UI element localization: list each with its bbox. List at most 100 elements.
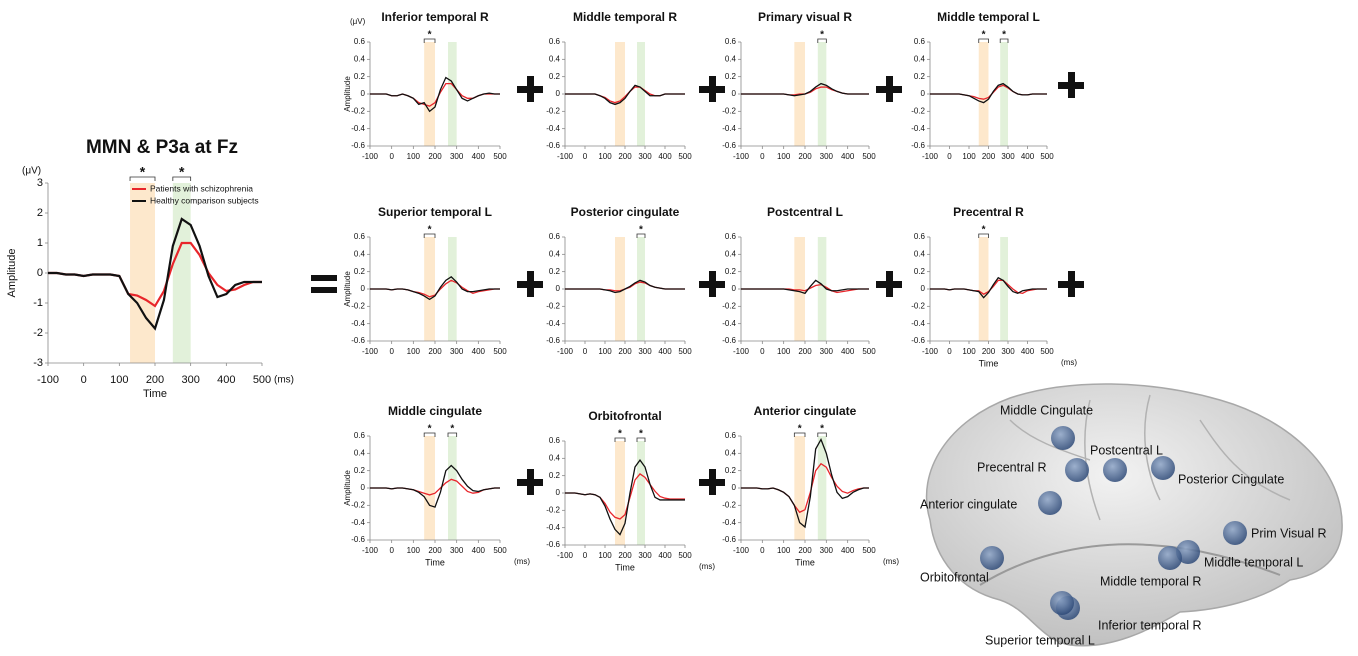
region-label: Orbitofrontal <box>920 570 989 584</box>
y-tick-label: -0.6 <box>911 141 925 150</box>
legend-label: Healthy comparison subjects <box>150 195 259 205</box>
y-tick-label: 0.4 <box>725 54 737 63</box>
y-tick-label: 0.6 <box>354 37 366 46</box>
y-tick-label: 0.2 <box>725 466 737 475</box>
significance-star: * <box>428 225 432 236</box>
x-tick-label: -100 <box>362 546 379 555</box>
x-tick-label: 200 <box>428 546 442 555</box>
y-tick-label: 2 <box>37 207 43 219</box>
chart-title: Superior temporal L <box>378 205 492 219</box>
region-marker <box>980 546 1004 570</box>
x-tick-label: 200 <box>428 347 442 356</box>
x-tick-label: 500 <box>493 152 507 161</box>
y-tick-label: 0.4 <box>725 249 737 258</box>
y-tick-label: 1 <box>37 237 43 249</box>
region-label: Postcentral L <box>1090 443 1163 457</box>
time-window <box>424 42 435 146</box>
y-tick-label: 0 <box>37 267 43 279</box>
x-tick-label: 100 <box>407 347 421 356</box>
x-tick-label: 400 <box>658 551 672 560</box>
x-tick-label: 300 <box>820 152 834 161</box>
x-tick-label: 300 <box>181 374 199 386</box>
time-window <box>1000 42 1008 146</box>
x-tick-label: 500 <box>862 152 876 161</box>
region-label: Precentral R <box>977 460 1046 474</box>
y-tick-label: 0.4 <box>354 249 366 258</box>
x-tick-label: 0 <box>760 347 765 356</box>
x-tick-label: 100 <box>777 546 791 555</box>
y-tick-label: -0.4 <box>911 319 925 328</box>
y-tick-label: 0.6 <box>354 431 366 440</box>
significance-star: * <box>618 429 622 440</box>
time-window <box>615 441 625 545</box>
y-tick-label: 0 <box>556 284 561 293</box>
x-tick-label: -100 <box>362 347 379 356</box>
x-tick-label: 500 <box>678 551 692 560</box>
y-tick-label: -2 <box>33 327 43 339</box>
significance-star: * <box>982 30 986 41</box>
significance-star: * <box>140 164 146 180</box>
y-tick-label: -0.2 <box>351 500 365 509</box>
x-tick-label: -100 <box>557 152 574 161</box>
x-tick-label: 100 <box>777 152 791 161</box>
y-tick-label: -0.2 <box>351 301 365 310</box>
y-tick-label: -0.2 <box>722 301 736 310</box>
significance-star: * <box>820 30 824 41</box>
y-tick-label: 0.4 <box>549 249 561 258</box>
chart-title: Precentral R <box>953 205 1024 219</box>
x-axis-label: Time <box>143 388 167 400</box>
y-tick-label: 0 <box>732 284 737 293</box>
x-tick-label: 200 <box>798 152 812 161</box>
y-tick-label: 0.6 <box>725 431 737 440</box>
chart-title: MMN & P3a at Fz <box>86 137 238 158</box>
x-tick-label: 400 <box>658 152 672 161</box>
x-tick-label: 200 <box>146 374 164 386</box>
y-tick-label: 0.4 <box>914 54 926 63</box>
time-window <box>818 42 827 146</box>
x-tick-label: 100 <box>598 347 612 356</box>
x-tick-label: 300 <box>450 546 464 555</box>
x-tick-label: 100 <box>407 152 421 161</box>
chart-title: Primary visual R <box>758 10 852 24</box>
x-tick-label: 0 <box>760 546 765 555</box>
x-tick-label: -100 <box>733 546 750 555</box>
x-tick-label: 0 <box>583 551 588 560</box>
y-tick-label: 0.4 <box>725 448 737 457</box>
y-tick-label: 0 <box>361 284 366 293</box>
x-tick-label: 200 <box>982 152 996 161</box>
y-tick-label: -0.2 <box>911 106 925 115</box>
y-tick-label: -0.2 <box>722 500 736 509</box>
time-window <box>424 237 435 341</box>
x-tick-label: 200 <box>618 551 632 560</box>
region-marker <box>1038 491 1062 515</box>
time-window <box>794 237 805 341</box>
x-tick-label: 200 <box>618 152 632 161</box>
y-tick-label: 0.6 <box>725 232 737 241</box>
x-tick-label: 300 <box>820 347 834 356</box>
y-tick-label: -0.4 <box>546 523 560 532</box>
y-tick-label: 0 <box>361 483 366 492</box>
chart-title: Middle temporal L <box>937 10 1040 24</box>
chart-title: Posterior cingulate <box>571 205 680 219</box>
y-tick-label: 0.6 <box>549 37 561 46</box>
y-tick-label: -0.6 <box>351 336 365 345</box>
y-axis-label: Amplitude <box>343 271 352 307</box>
y-tick-label: -0.6 <box>911 336 925 345</box>
region-marker <box>1223 521 1247 545</box>
time-window <box>979 237 989 341</box>
time-window <box>1000 237 1008 341</box>
region-marker <box>1051 426 1075 450</box>
y-tick-label: -0.6 <box>351 535 365 544</box>
x-tick-label: 500 <box>493 347 507 356</box>
x-tick-label: 300 <box>638 152 652 161</box>
x-tick-label: 500 <box>493 546 507 555</box>
y-tick-label: 0 <box>556 89 561 98</box>
x-axis-label: Time <box>795 557 815 567</box>
significance-star: * <box>1002 30 1006 41</box>
panel: *-0.6-0.4-0.200.20.40.6-1000100200300400… <box>722 10 876 161</box>
x-tick-label: 100 <box>962 347 976 356</box>
panel: *-0.6-0.4-0.200.20.40.6-1000100200300400… <box>343 10 507 161</box>
x-tick-label: -100 <box>362 152 379 161</box>
y-tick-label: -0.2 <box>546 505 560 514</box>
